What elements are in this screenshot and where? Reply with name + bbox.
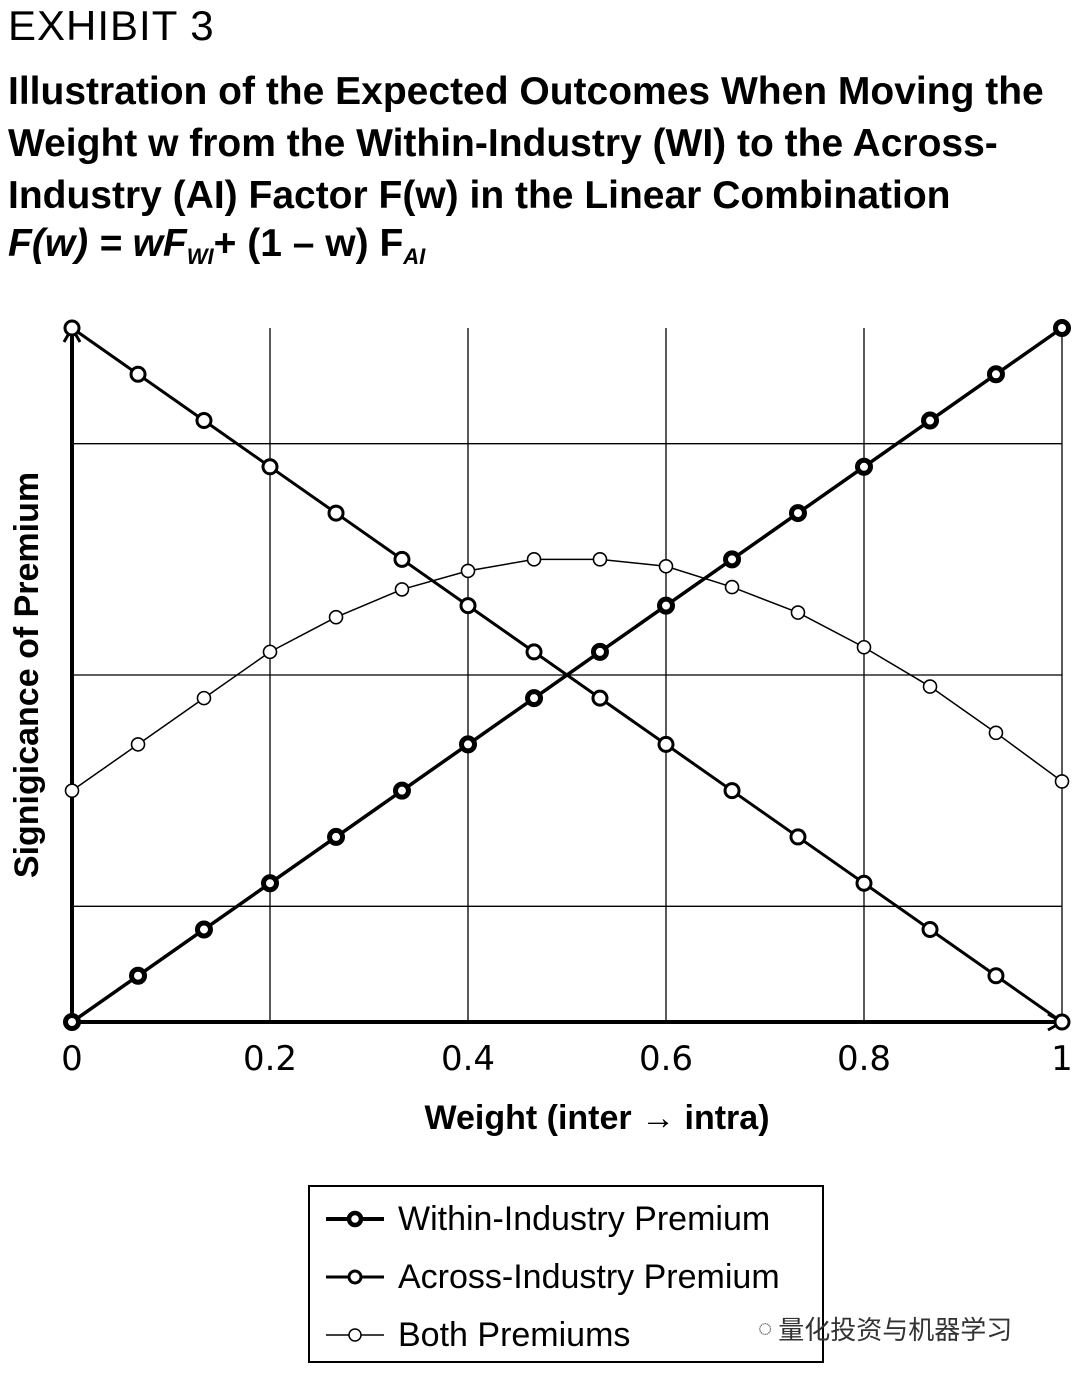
series-0-point-4 [327,827,346,846]
series-0-point-3 [261,874,279,893]
legend-item-within: Within-Industry Premium [324,1199,770,1239]
watermark: ◌ 量化投资与机器学习 [758,1310,1012,1347]
series-1-point-11 [789,828,807,846]
formula-sub-wi: WI [186,244,214,269]
series-1-point-12 [855,874,873,892]
series-2-point-6 [460,563,476,579]
series-1-point-10 [723,782,741,800]
series-0-point-8 [590,642,609,661]
line-chart: 0 0.2 0.4 0.6 0.8 1 Weight (inter → intra) Sign… [8,319,1073,1137]
series-1-point-5 [393,550,411,568]
legend-item-across: Across-Industry Premium [324,1257,780,1297]
legend-label-within: Within-Industry Premium [398,1199,771,1238]
series-0-point-5 [392,781,411,800]
series-0-point-15 [1053,319,1071,337]
x-tick-label-2: 0.4 [441,1039,495,1079]
formula-sub-ai: AI [403,244,426,269]
series-0-point-7 [525,689,544,708]
series-0-point-11 [788,504,807,523]
series-1-point-13 [921,920,939,938]
x-tick-label-4: 0.8 [837,1039,891,1079]
series-1-point-2 [195,412,213,430]
series-2-point-10 [724,579,740,595]
series-0-point-14 [986,365,1005,384]
series-2-point-15 [1054,774,1070,789]
series-2-point-13 [922,679,938,694]
legend-label-both: Both Premiums [398,1315,631,1354]
series-2-point-8 [592,552,608,567]
series-2-point-14 [988,725,1004,741]
watermark-text: 量化投资与机器学习 [778,1315,1013,1345]
series-line-2 [71,558,1063,792]
series-0-point-10 [723,550,742,569]
formula-mid: + (1 – w) F [213,222,404,265]
series-2-point-3 [262,644,278,660]
series-2-point-1 [130,737,146,752]
series-2-point-2 [196,690,212,706]
chart-title: Illustration of the Expected Outcomes Wh… [8,70,1044,217]
formula-lhs: F(w) = wF [8,222,187,265]
legend-label-across: Across-Industry Premium [398,1257,780,1296]
series-1-point-7 [525,643,543,661]
series-1-point-8 [591,689,609,707]
series-1-point-3 [261,458,279,476]
series-1-point-4 [327,504,345,522]
x-tick-label-3: 0.6 [639,1039,693,1079]
series-0-point-9 [657,596,675,615]
series-2-point-0 [64,783,80,798]
legend-swatch-within [326,1210,384,1228]
series-0-point-1 [129,966,148,985]
series-1-point-14 [987,967,1005,985]
series-0-point-12 [855,457,873,476]
x-tick-label-0: 0 [61,1039,83,1079]
series-2-point-11 [790,605,806,620]
exhibit-label: EXHIBIT 3 [8,2,215,49]
series-0-point-0 [63,1013,81,1031]
wechat-icon: ◌ [758,1314,773,1342]
series-0-point-2 [194,920,213,939]
series-2-point-5 [394,582,410,597]
legend-item-both: Both Premiums [324,1315,630,1355]
legend-swatch-across [326,1269,384,1285]
series-1-point-0 [63,319,81,337]
y-axis-title: Signigicance of Premium [8,472,46,878]
series-0-point-13 [921,411,940,430]
series-0-point-6 [459,735,477,754]
series-2-point-7 [526,552,542,567]
series-line-0 [70,326,1064,1024]
x-tick-label-1: 0.2 [243,1039,297,1079]
series-2-point-4 [328,609,344,625]
formula: F(w) = wFWI+ (1 – w) FAI [8,222,425,270]
x-axis-title: Weight (inter → intra) [424,1099,769,1137]
series-1-point-15 [1053,1013,1071,1031]
series-1-point-1 [129,365,147,383]
series-2-point-12 [856,639,872,655]
legend: Within-Industry Premium Across-Industry … [308,1185,824,1363]
series-1-point-9 [657,735,675,753]
x-tick-label-5: 1 [1051,1039,1073,1079]
series-1-point-6 [459,597,477,615]
series-2-point-9 [658,558,674,574]
legend-swatch-both [326,1328,384,1342]
